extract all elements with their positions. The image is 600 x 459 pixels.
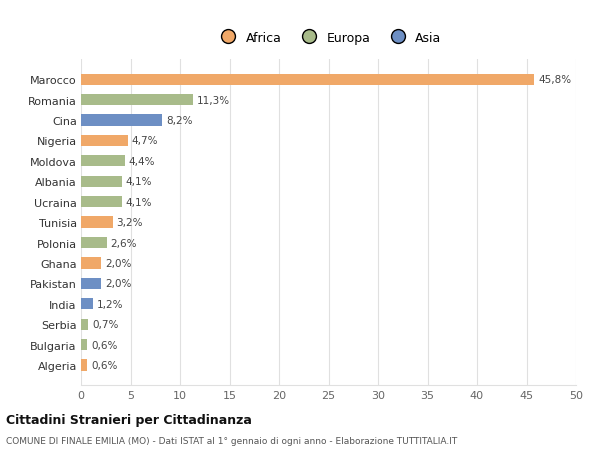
Legend: Africa, Europa, Asia: Africa, Europa, Asia — [211, 27, 446, 50]
Bar — [81, 237, 107, 249]
Bar — [81, 258, 101, 269]
Bar — [81, 156, 125, 167]
Bar — [81, 278, 101, 289]
Bar — [81, 298, 93, 310]
Text: 4,1%: 4,1% — [125, 177, 152, 187]
Bar — [81, 95, 193, 106]
Bar — [81, 217, 113, 228]
Text: 0,6%: 0,6% — [91, 340, 117, 350]
Text: 0,7%: 0,7% — [92, 319, 118, 330]
Bar — [81, 359, 87, 371]
Text: 45,8%: 45,8% — [538, 75, 572, 85]
Text: 2,6%: 2,6% — [111, 238, 137, 248]
Text: 8,2%: 8,2% — [166, 116, 193, 126]
Text: COMUNE DI FINALE EMILIA (MO) - Dati ISTAT al 1° gennaio di ogni anno - Elaborazi: COMUNE DI FINALE EMILIA (MO) - Dati ISTA… — [6, 436, 457, 445]
Bar — [81, 135, 128, 147]
Text: 4,1%: 4,1% — [125, 197, 152, 207]
Bar — [81, 319, 88, 330]
Text: 11,3%: 11,3% — [197, 95, 230, 106]
Text: 4,4%: 4,4% — [128, 157, 155, 167]
Text: 3,2%: 3,2% — [116, 218, 143, 228]
Text: 2,0%: 2,0% — [105, 258, 131, 269]
Text: 0,6%: 0,6% — [91, 360, 117, 370]
Text: 2,0%: 2,0% — [105, 279, 131, 289]
Bar — [81, 74, 535, 86]
Text: 4,7%: 4,7% — [131, 136, 158, 146]
Bar — [81, 339, 87, 350]
Bar — [81, 196, 122, 208]
Bar — [81, 115, 162, 126]
Text: 1,2%: 1,2% — [97, 299, 124, 309]
Text: Cittadini Stranieri per Cittadinanza: Cittadini Stranieri per Cittadinanza — [6, 413, 252, 426]
Bar — [81, 176, 122, 187]
